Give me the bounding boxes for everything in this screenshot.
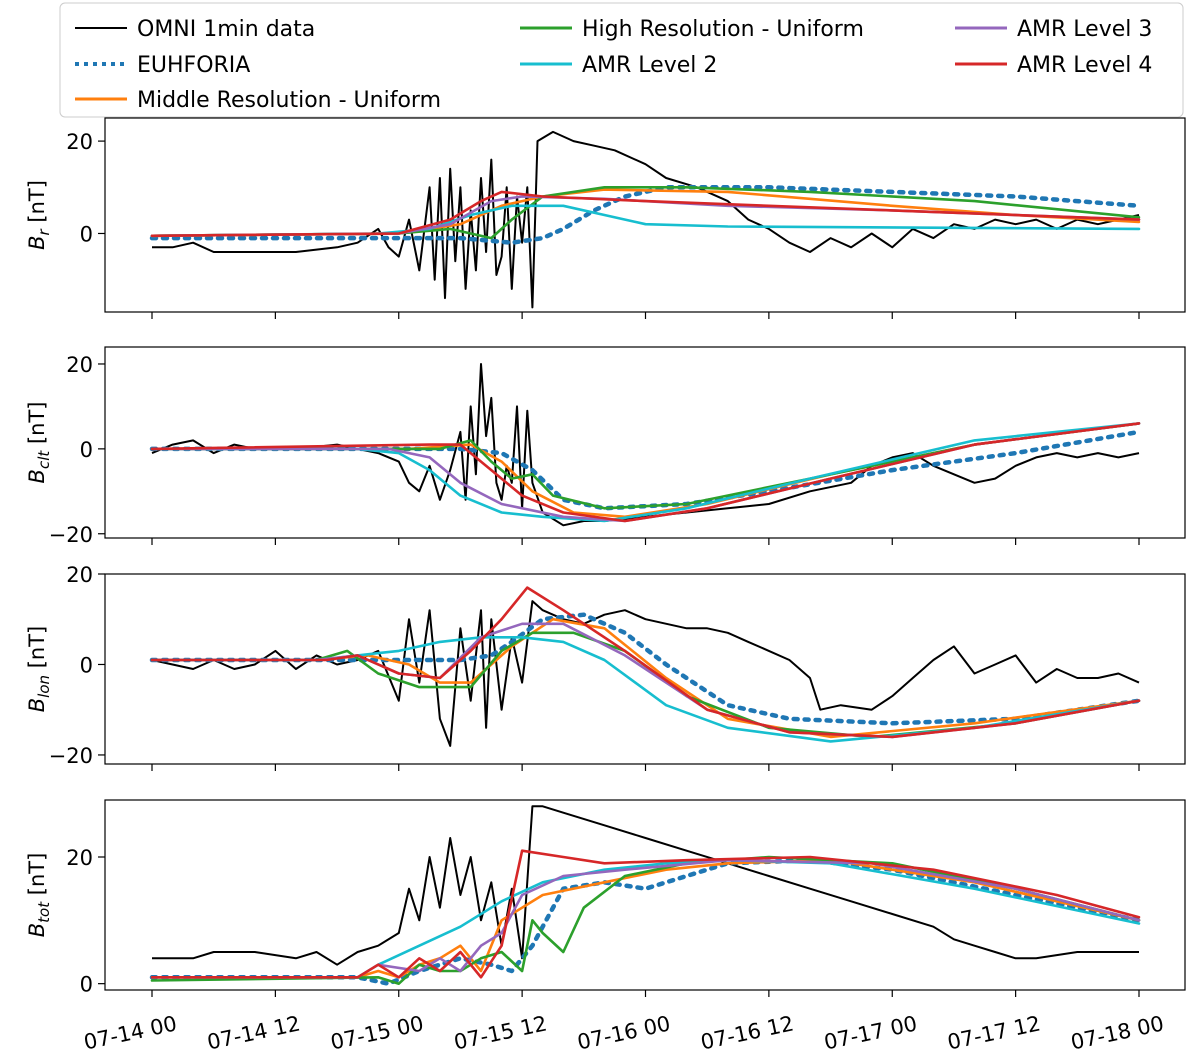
x-tick-label: 07-16 00 bbox=[575, 1011, 672, 1054]
panel-frame bbox=[104, 573, 1186, 765]
legend-label: AMR Level 4 bbox=[1017, 53, 1152, 78]
y-tick-label: 20 bbox=[66, 130, 93, 154]
y-axis-label: Blon [nT] bbox=[25, 626, 53, 712]
y-tick-label: 0 bbox=[80, 973, 93, 997]
x-tick-label: 07-14 00 bbox=[82, 1011, 179, 1054]
y-tick-label: 20 bbox=[66, 846, 93, 870]
legend-entry: AMR Level 3 bbox=[955, 17, 1152, 42]
y-axis-label: Bclt [nT] bbox=[25, 402, 53, 484]
panel-r: 0 20 Br [nT] bbox=[25, 117, 1186, 319]
y-tick-label: −20 bbox=[49, 523, 93, 547]
y-tick-label: −20 bbox=[49, 744, 93, 768]
series-amr-level-3 bbox=[150, 858, 1141, 979]
series-middle-resolution-uniform bbox=[150, 858, 1141, 979]
x-tick-label: 07-14 12 bbox=[205, 1011, 302, 1054]
x-tick-label: 07-15 00 bbox=[328, 1011, 425, 1054]
x-tick-label: 07-16 12 bbox=[699, 1011, 796, 1054]
panel-frame bbox=[104, 346, 1186, 539]
legend-entry: AMR Level 4 bbox=[955, 53, 1152, 78]
series-omni-1min bbox=[151, 363, 1140, 527]
x-tick-label: 07-18 00 bbox=[1069, 1011, 1166, 1054]
series-high-resolution-uniform bbox=[150, 422, 1141, 510]
legend-entry: EUHFORIA bbox=[75, 53, 250, 78]
y-tick-label: 0 bbox=[80, 653, 93, 677]
y-axis-label: Br [nT] bbox=[25, 180, 53, 250]
panel-frame bbox=[104, 799, 1186, 991]
series-omni-1min bbox=[151, 600, 1140, 747]
panel-frame bbox=[104, 117, 1186, 313]
series-amr-level-4 bbox=[150, 586, 1141, 739]
panel-tot: 0 20 Btot [nT] bbox=[25, 799, 1186, 997]
legend-entry: Middle Resolution - Uniform bbox=[75, 88, 441, 113]
legend-label: OMNI 1min data bbox=[137, 17, 315, 42]
x-tick-label: 07-17 12 bbox=[945, 1011, 1042, 1054]
legend-label: Middle Resolution - Uniform bbox=[137, 88, 441, 113]
series-high-resolution-uniform bbox=[150, 855, 1141, 985]
legend-entry: OMNI 1min data bbox=[75, 17, 315, 42]
legend-label: High Resolution - Uniform bbox=[582, 17, 864, 42]
legend-label: AMR Level 2 bbox=[582, 53, 717, 78]
y-tick-label: 20 bbox=[66, 353, 93, 377]
y-tick-label: 0 bbox=[80, 438, 93, 462]
series-high-resolution-uniform bbox=[150, 186, 1141, 240]
series-amr-level-2 bbox=[150, 636, 1141, 743]
legend-frame bbox=[59, 2, 1184, 118]
panel-lon: −20 0 20 Blon [nT] bbox=[25, 563, 1186, 771]
panel-clt: −20 0 20 Bclt [nT] bbox=[25, 346, 1186, 547]
legend: OMNI 1min data EUHFORIA Middle Resolution … bbox=[59, 2, 1184, 118]
series-amr-level-4 bbox=[150, 422, 1141, 523]
legend-entry: High Resolution - Uniform bbox=[520, 17, 864, 42]
x-axis: 07-14 00 07-14 12 07-15 00 07-15 12 07-16 00… bbox=[82, 1011, 1166, 1054]
series-euhforia bbox=[149, 857, 1142, 986]
series-amr-level-4 bbox=[150, 849, 1141, 979]
y-tick-label: 0 bbox=[80, 222, 93, 246]
series-amr-level-4 bbox=[150, 190, 1141, 238]
series-euhforia bbox=[149, 612, 1142, 726]
series-amr-level-2 bbox=[150, 858, 1141, 979]
series-omni-1min bbox=[152, 130, 1140, 309]
series-euhforia bbox=[149, 185, 1142, 245]
series-amr-level-2 bbox=[150, 422, 1141, 523]
chart-panels: 0 20 Br [nT] −20 0 20 Bclt [nT] −20 0 20 Blon [nT]… bbox=[25, 117, 1186, 997]
legend-entry: AMR Level 2 bbox=[520, 53, 717, 78]
y-tick-label: 20 bbox=[66, 563, 93, 587]
y-axis-label: Btot [nT] bbox=[25, 853, 53, 938]
legend-label: AMR Level 3 bbox=[1017, 17, 1152, 42]
legend-label: EUHFORIA bbox=[137, 53, 250, 78]
series-euhforia bbox=[149, 429, 1142, 511]
x-tick-label: 07-17 00 bbox=[822, 1011, 919, 1054]
x-tick-label: 07-15 12 bbox=[452, 1011, 549, 1054]
